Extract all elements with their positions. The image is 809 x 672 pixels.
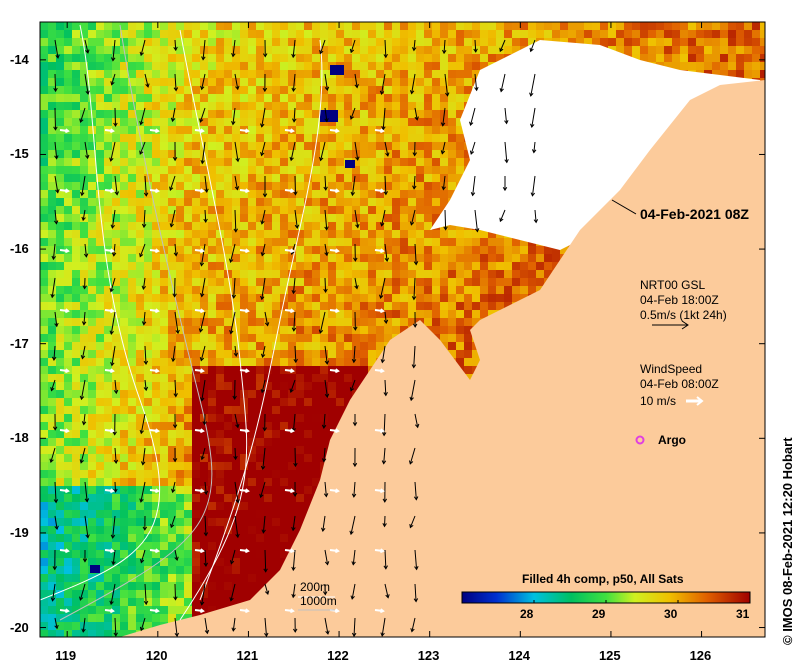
wind-time: 04-Feb 08:00Z <box>640 377 719 391</box>
plot-frame <box>39 21 766 638</box>
lon-tick-label: 120 <box>145 648 168 663</box>
currents-scale: 0.5m/s (1kt 24h) <box>640 308 727 322</box>
lat-tick-label: -15 <box>10 146 29 162</box>
colorbar-tick-label: 29 <box>592 607 606 621</box>
current-arrows <box>49 39 539 637</box>
axis-ticks <box>40 22 765 637</box>
colorbar-tick-label: 28 <box>520 607 534 621</box>
lat-tick-label: -20 <box>10 619 29 635</box>
lat-tick-label: -18 <box>10 430 29 446</box>
lon-tick-label: 119 <box>55 648 77 663</box>
isobath-1000-label: 1000m <box>300 594 337 608</box>
argo-marker <box>635 435 645 445</box>
lon-tick-label: 123 <box>417 648 440 663</box>
lon-tick-label: 122 <box>327 648 349 663</box>
wind-arrows <box>59 128 385 614</box>
colorbar-tick-label: 30 <box>664 607 678 621</box>
map-title: 04-Feb-2021 08Z <box>640 206 749 222</box>
wind-label: WindSpeed <box>640 362 703 376</box>
wind-scale: 10 m/s <box>640 394 677 408</box>
lat-tick-label: -14 <box>10 51 29 67</box>
colorbar-tick-label: 31 <box>736 607 750 621</box>
isobath-200-label: 200m <box>300 580 331 594</box>
currents-time: 04-Feb 18:00Z <box>640 293 719 307</box>
lat-tick-label: -19 <box>10 524 29 540</box>
lat-tick-label: -16 <box>10 241 29 257</box>
lon-tick-label: 124 <box>508 648 531 663</box>
colorbar-title: Filled 4h comp, p50, All Sats <box>522 572 684 586</box>
land-mass <box>120 80 765 637</box>
lat-tick-label: -17 <box>10 335 29 351</box>
lon-tick-label: 125 <box>598 648 621 663</box>
lon-tick-label: 121 <box>236 648 259 663</box>
currents-source: NRT00 GSL <box>640 278 706 292</box>
argo-label: Argo <box>658 433 686 447</box>
credit-line: © IMOS 08-Feb-2021 12:20 Hobart <box>780 437 795 645</box>
lon-tick-label: 126 <box>689 648 712 663</box>
